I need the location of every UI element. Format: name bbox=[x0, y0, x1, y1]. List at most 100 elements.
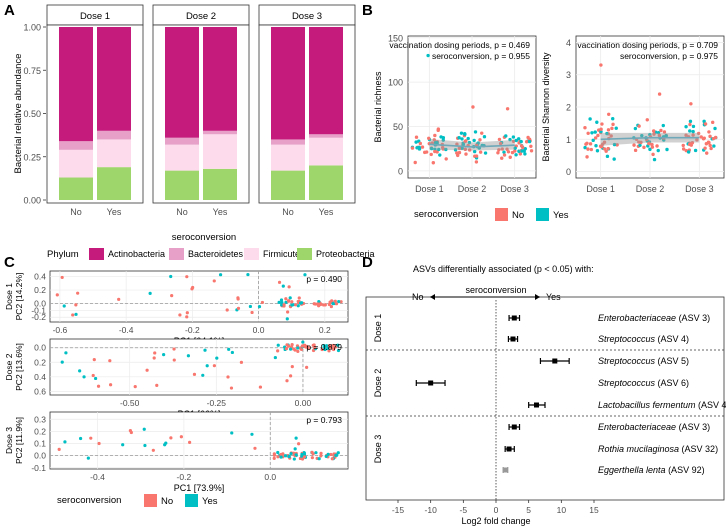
data-point bbox=[329, 304, 333, 309]
effect-marker bbox=[510, 336, 516, 342]
data-point bbox=[588, 117, 592, 121]
x-tick-label: -0.4 bbox=[119, 325, 134, 335]
y-tick-label: 3 bbox=[566, 70, 571, 80]
p-value: p = 0.793 bbox=[306, 415, 342, 425]
annotation-text: seroconversion, p = 0.955 bbox=[432, 51, 530, 61]
data-point bbox=[508, 137, 512, 142]
data-point bbox=[248, 304, 253, 309]
legend-title: seroconversion bbox=[57, 495, 121, 506]
data-point bbox=[433, 149, 437, 154]
y-tick-label: 0.2 bbox=[34, 357, 46, 367]
y-tick-label: 0.0 bbox=[34, 343, 46, 353]
data-point bbox=[606, 146, 610, 151]
x-tick-label: No bbox=[70, 207, 82, 217]
data-point bbox=[253, 446, 257, 450]
bar-segment-firmicutes bbox=[97, 139, 131, 168]
legend-label: No bbox=[161, 496, 173, 507]
x-tick-label: Dose 3 bbox=[500, 184, 529, 194]
asv-id: (ASV 45) bbox=[696, 400, 726, 410]
data-point bbox=[305, 365, 309, 370]
y-tick-label: 1.00 bbox=[23, 23, 41, 33]
data-point bbox=[60, 275, 64, 280]
effect-marker bbox=[511, 424, 517, 430]
x-tick-label: 0.2 bbox=[319, 325, 331, 335]
data-point bbox=[612, 142, 617, 147]
annotation-text: vaccination dosing periods, p = 0.709 bbox=[577, 40, 718, 50]
taxon-name: Streptococcus bbox=[598, 378, 656, 388]
x-tick-label: 0 bbox=[494, 505, 499, 515]
data-point bbox=[437, 147, 441, 152]
row-label: Streptococcus (ASV 6) bbox=[598, 378, 689, 388]
data-point bbox=[323, 303, 327, 307]
data-point bbox=[339, 300, 343, 304]
legend-label: Bacteroidetes bbox=[188, 249, 244, 259]
data-point bbox=[527, 139, 532, 144]
data-point bbox=[661, 123, 665, 128]
data-point bbox=[514, 153, 518, 157]
bar-segment-proteobacteria bbox=[309, 165, 343, 200]
data-point bbox=[432, 138, 436, 142]
data-point bbox=[117, 297, 121, 301]
trend-band bbox=[600, 132, 700, 146]
data-point bbox=[289, 347, 293, 351]
data-point bbox=[289, 374, 293, 378]
facet-label: Dose 2 bbox=[186, 11, 216, 22]
data-point bbox=[326, 346, 330, 351]
data-point bbox=[632, 143, 636, 147]
data-point bbox=[688, 119, 693, 124]
data-point bbox=[76, 291, 80, 295]
data-point bbox=[516, 137, 521, 141]
x-tick-label: 0.0 bbox=[253, 325, 265, 335]
y-tick-label: 0.2 bbox=[34, 285, 46, 295]
data-point bbox=[605, 131, 609, 136]
data-point bbox=[283, 454, 288, 458]
data-point bbox=[294, 436, 298, 440]
x-tick-label: -0.2 bbox=[177, 472, 192, 482]
data-point bbox=[599, 144, 604, 149]
data-point bbox=[317, 304, 321, 308]
data-point bbox=[651, 129, 656, 133]
legend-swatch bbox=[244, 248, 259, 260]
data-point bbox=[637, 124, 641, 128]
data-point bbox=[584, 142, 588, 146]
data-point bbox=[435, 140, 439, 145]
data-point bbox=[436, 127, 441, 131]
data-point bbox=[662, 130, 667, 134]
row-label: Enterobacteriaceae (ASV 3) bbox=[598, 313, 710, 323]
data-point bbox=[290, 343, 294, 347]
data-point bbox=[276, 343, 280, 347]
annotation-text: vaccination dosing periods, p = 0.469 bbox=[389, 40, 530, 50]
data-point bbox=[467, 140, 472, 145]
data-point bbox=[303, 273, 307, 277]
data-point bbox=[695, 138, 699, 142]
data-point bbox=[500, 156, 504, 160]
data-point bbox=[284, 297, 288, 301]
data-point bbox=[502, 153, 507, 157]
data-point bbox=[94, 376, 98, 381]
data-point bbox=[588, 142, 593, 146]
data-point bbox=[665, 147, 669, 152]
data-point bbox=[297, 296, 301, 300]
data-point bbox=[689, 102, 693, 106]
data-point bbox=[467, 148, 472, 152]
legend-label: Actinobacteria bbox=[108, 249, 165, 259]
data-point bbox=[299, 301, 303, 305]
panel-b-diversity: 0 50 100 150 Dose 1 Dose 2 Dose 3 Bacterial ric… bbox=[373, 33, 725, 221]
group-label: Dose 1 bbox=[373, 314, 383, 343]
legend-swatch bbox=[297, 248, 312, 260]
data-point bbox=[285, 379, 289, 383]
data-point bbox=[596, 133, 600, 138]
data-point bbox=[472, 149, 477, 154]
data-point bbox=[440, 145, 445, 150]
data-point bbox=[455, 151, 459, 155]
data-point bbox=[590, 131, 594, 135]
data-point bbox=[285, 317, 289, 321]
asv-id: (ASV 92) bbox=[666, 465, 705, 475]
data-point bbox=[152, 356, 156, 360]
legend-label: Yes bbox=[202, 496, 218, 507]
legend-label: Yes bbox=[553, 210, 569, 221]
data-point bbox=[229, 386, 234, 390]
data-point bbox=[514, 138, 518, 143]
data-point bbox=[323, 347, 327, 352]
